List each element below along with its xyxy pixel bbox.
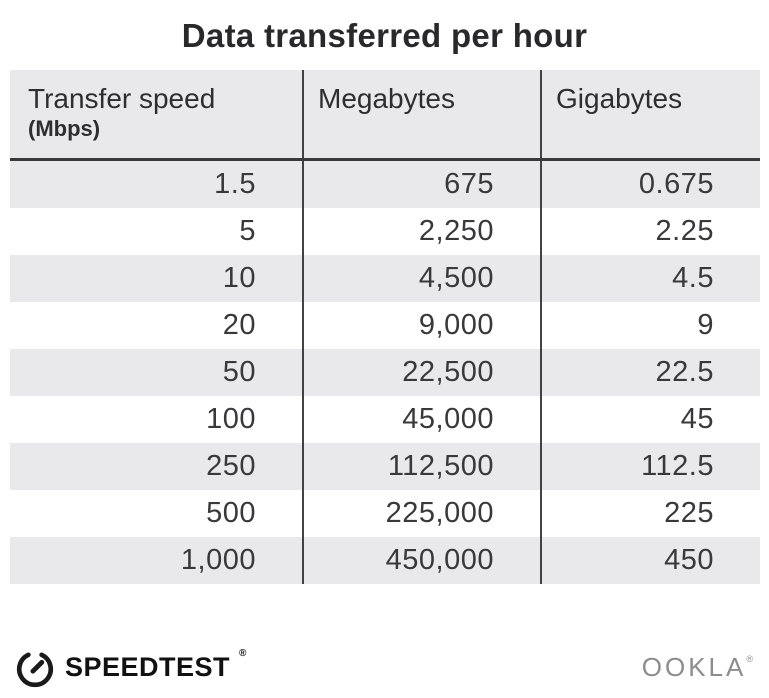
- table-row: 250 112,500 112.5: [10, 443, 760, 490]
- cell-transfer-speed: 100: [206, 403, 256, 435]
- column-header-megabytes: Megabytes: [302, 70, 540, 158]
- cell-megabytes: 9,000: [302, 302, 540, 349]
- footer: SPEEDTEST ® OOKLA ®: [14, 646, 753, 688]
- cell-transfer-speed: 250: [206, 450, 256, 482]
- table-row: 10 4,500 4.5: [10, 255, 760, 302]
- table-row: 50 22,500 22.5: [10, 349, 760, 396]
- cell-transfer-speed: 1.5: [214, 168, 256, 200]
- cell-megabytes: 22,500: [302, 349, 540, 396]
- cell-gigabytes: 112.5: [540, 443, 760, 490]
- cell-gigabytes: 22.5: [540, 349, 760, 396]
- cell-transfer-speed: 1,000: [180, 544, 256, 576]
- column-header-transfer-speed-label: Transfer speed: [28, 83, 216, 114]
- cell-gigabytes: 2.25: [540, 208, 760, 255]
- data-table: Transfer speed (Mbps) Megabytes Gigabyte…: [10, 70, 760, 584]
- cell-gigabytes: 0.675: [540, 161, 760, 208]
- column-header-transfer-speed-unit: (Mbps): [28, 116, 101, 141]
- table-row: 1.5 675 0.675: [10, 161, 760, 208]
- ookla-registered-mark: ®: [746, 653, 753, 664]
- cell-megabytes: 450,000: [302, 537, 540, 584]
- cell-transfer-speed: 20: [222, 309, 256, 341]
- speedtest-gauge-icon: [17, 652, 53, 688]
- cell-megabytes: 112,500: [302, 443, 540, 490]
- cell-megabytes: 225,000: [302, 490, 540, 537]
- table-header-row: Transfer speed (Mbps) Megabytes Gigabyte…: [10, 70, 760, 161]
- table-row: 100 45,000 45: [10, 396, 760, 443]
- ookla-logo: OOKLA ®: [642, 652, 753, 683]
- cell-gigabytes: 225: [540, 490, 760, 537]
- cell-megabytes: 45,000: [302, 396, 540, 443]
- cell-gigabytes: 9: [540, 302, 760, 349]
- cell-megabytes: 675: [302, 161, 540, 208]
- speedtest-registered-mark: ®: [239, 648, 247, 659]
- cell-transfer-speed: 50: [222, 356, 256, 388]
- speedtest-logo: SPEEDTEST ®: [14, 646, 246, 688]
- cell-megabytes: 2,250: [302, 208, 540, 255]
- column-header-gigabytes: Gigabytes: [540, 70, 760, 158]
- cell-gigabytes: 45: [540, 396, 760, 443]
- cell-transfer-speed: 10: [222, 262, 256, 294]
- cell-gigabytes: 4.5: [540, 255, 760, 302]
- table-row: 500 225,000 225: [10, 490, 760, 537]
- table-row: 1,000 450,000 450: [10, 537, 760, 584]
- table-row: 5 2,250 2.25: [10, 208, 760, 255]
- page-title: Data transferred per hour: [181, 17, 588, 54]
- cell-transfer-speed: 5: [239, 215, 256, 247]
- cell-megabytes: 4,500: [302, 255, 540, 302]
- column-header-transfer-speed: Transfer speed (Mbps): [10, 70, 302, 158]
- cell-gigabytes: 450: [540, 537, 760, 584]
- table-row: 20 9,000 9: [10, 302, 760, 349]
- speedtest-wordmark: SPEEDTEST: [65, 651, 231, 682]
- ookla-wordmark: OOKLA: [641, 651, 747, 682]
- cell-transfer-speed: 500: [206, 497, 256, 529]
